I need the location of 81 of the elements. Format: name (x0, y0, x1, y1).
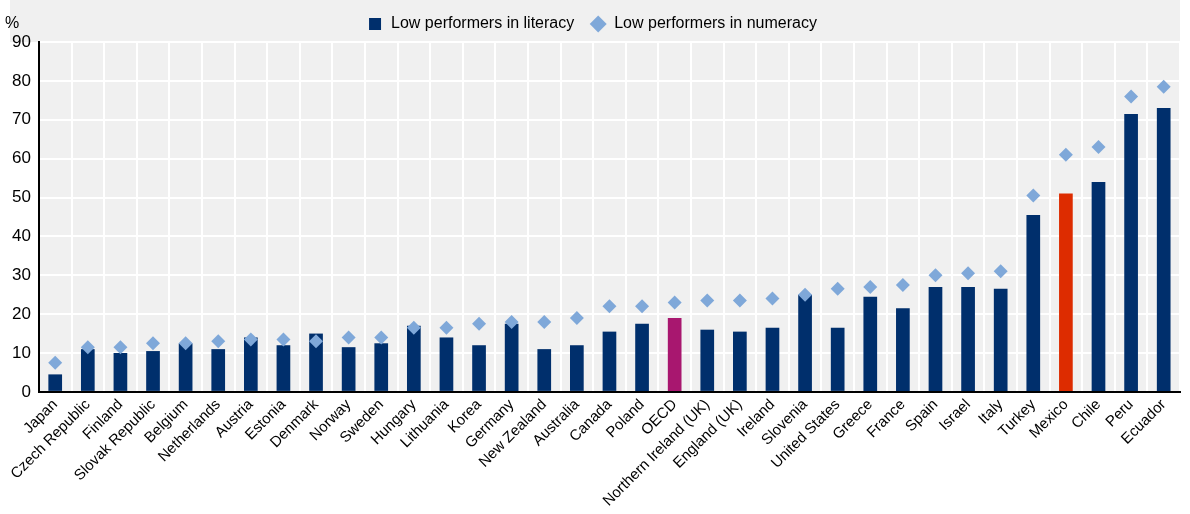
point (602, 299, 617, 314)
point (113, 340, 128, 355)
bar (439, 337, 454, 391)
bar (830, 327, 845, 391)
point (1091, 139, 1106, 154)
legend-label: Low performers in numeracy (614, 14, 817, 32)
bar (765, 327, 780, 391)
bar (1091, 181, 1106, 391)
bar (1026, 215, 1041, 391)
y-tick-label: 50 (11, 187, 31, 207)
point (537, 314, 552, 329)
bar (276, 345, 291, 391)
point (895, 277, 910, 292)
y-tick-label: 30 (11, 264, 31, 284)
legend-label: Low performers in literacy (391, 14, 575, 32)
y-tick-label: 90 (11, 31, 31, 51)
bar (667, 318, 682, 391)
bar (48, 374, 63, 391)
point (1124, 89, 1139, 104)
bar (472, 345, 486, 391)
bar (700, 329, 715, 391)
point (1058, 147, 1073, 162)
point (406, 320, 421, 335)
bar (570, 345, 584, 391)
bar (211, 349, 226, 391)
point (667, 295, 682, 310)
point (178, 336, 193, 351)
y-tick-label: 0 (21, 381, 31, 401)
bar (146, 351, 160, 391)
point (765, 291, 780, 306)
bar (602, 331, 617, 391)
point (439, 320, 454, 335)
y-tick-label: 80 (11, 70, 31, 90)
point (569, 311, 584, 326)
bar (113, 353, 128, 391)
y-tick-label: 40 (11, 226, 31, 246)
point (276, 332, 291, 347)
point (146, 336, 161, 351)
bar (504, 323, 519, 391)
bar (243, 337, 258, 391)
point (472, 316, 487, 331)
point (80, 340, 95, 355)
y-tick-label: 20 (11, 303, 31, 323)
point (309, 334, 324, 349)
bar (1156, 108, 1171, 391)
point (211, 334, 226, 349)
point (928, 268, 943, 283)
point (341, 330, 356, 345)
bar (798, 294, 812, 391)
y-axis-title: % (4, 14, 20, 32)
bar (928, 286, 943, 391)
point (48, 355, 63, 370)
bar (1059, 193, 1073, 391)
bar (993, 288, 1008, 391)
point (863, 279, 878, 294)
point (635, 299, 650, 314)
bar (341, 347, 356, 391)
y-tick-label: 70 (11, 109, 31, 129)
bar (1124, 113, 1138, 391)
bar (537, 349, 552, 391)
point (243, 332, 258, 347)
bar (961, 286, 975, 391)
bar (80, 349, 95, 391)
point (700, 293, 715, 308)
bar (406, 325, 421, 391)
bar (733, 331, 747, 391)
point (1156, 79, 1171, 94)
bar (635, 323, 649, 391)
y-tick-label: 10 (11, 342, 31, 362)
point (798, 287, 813, 302)
bar (863, 296, 878, 391)
point (732, 293, 747, 308)
bar (374, 343, 389, 391)
point (830, 281, 845, 296)
bar (896, 308, 910, 391)
point (504, 314, 519, 329)
point (1026, 188, 1041, 203)
point (993, 264, 1008, 279)
y-tick-label: 60 (11, 148, 31, 168)
point (961, 266, 976, 281)
point (374, 330, 389, 345)
